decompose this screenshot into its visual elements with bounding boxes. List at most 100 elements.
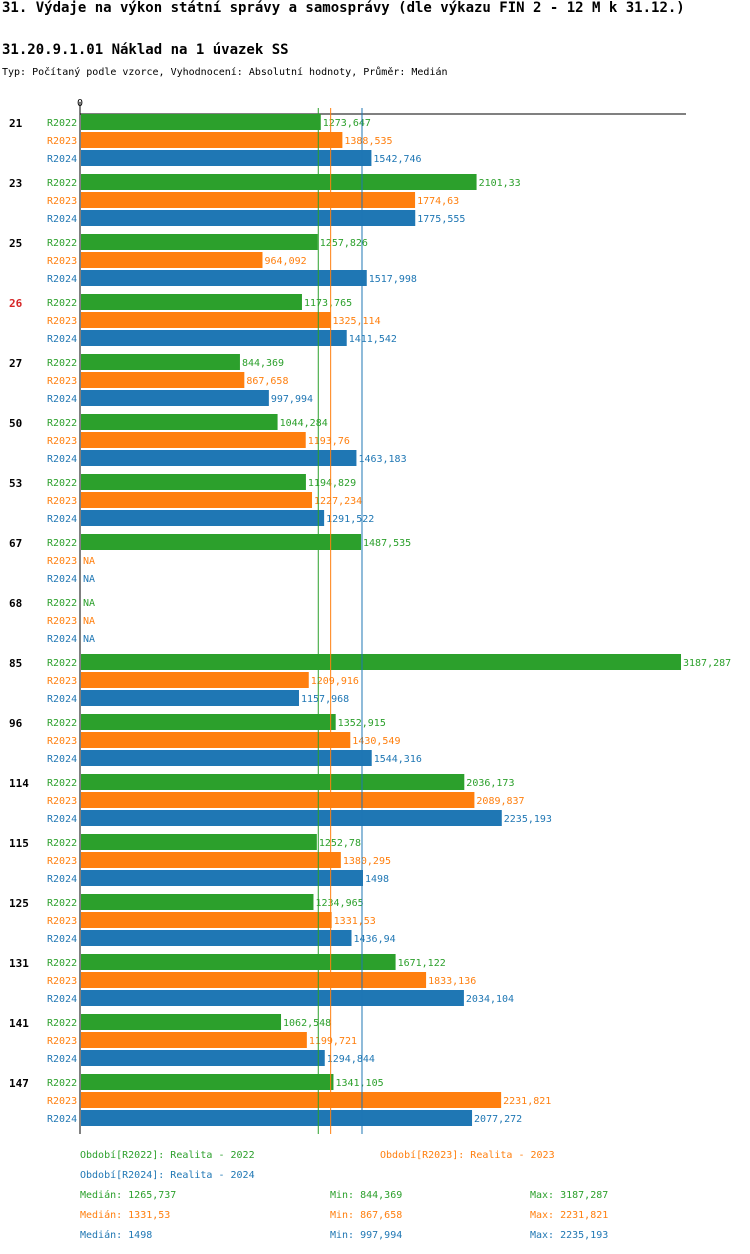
category-label-114: 114 [9, 777, 29, 790]
series-label-141-R2022: R2022 [47, 1018, 77, 1029]
value-label-131-R2022: 1671,122 [398, 958, 446, 969]
legend-median-r2022: Medián: 1265,737 [80, 1190, 177, 1201]
series-label-53-R2023: R2023 [47, 496, 77, 507]
value-label-125-R2024: 1436,94 [354, 934, 396, 945]
category-label-115: 115 [9, 837, 29, 850]
bar-23-R2024 [81, 210, 416, 226]
series-label-115-R2022: R2022 [47, 838, 77, 849]
bar-131-R2024 [81, 990, 464, 1006]
legend-period-r2023: Období[R2023]: Realita - 2023 [380, 1150, 555, 1161]
value-label-25-R2022: 1257,826 [320, 238, 368, 249]
value-label-96-R2024: 1544,316 [374, 754, 422, 765]
category-label-23: 23 [9, 177, 22, 190]
category-label-50: 50 [9, 417, 22, 430]
value-label-21-R2022: 1273,647 [323, 118, 371, 129]
series-label-141-R2023: R2023 [47, 1036, 77, 1047]
value-label-50-R2024: 1463,183 [358, 454, 406, 465]
legend-min-r2023: Min: 867,658 [330, 1210, 403, 1221]
legend-period-r2022: Období[R2022]: Realita - 2022 [80, 1150, 255, 1161]
value-label-67-R2024: NA [83, 574, 95, 585]
series-label-50-R2023: R2023 [47, 436, 77, 447]
bar-147-R2024 [81, 1110, 473, 1126]
value-label-23-R2022: 2101,33 [479, 178, 521, 189]
value-label-67-R2023: NA [83, 556, 95, 567]
category-label-125: 125 [9, 897, 29, 910]
bar-67-R2022 [81, 534, 362, 550]
value-label-85-R2022: 3187,287 [683, 658, 731, 669]
value-label-53-R2024: 1291,522 [326, 514, 374, 525]
value-label-67-R2022: 1487,535 [363, 538, 411, 549]
legend-median-r2024: Medián: 1498 [80, 1230, 153, 1241]
series-label-125-R2022: R2022 [47, 898, 77, 909]
value-label-131-R2024: 2034,104 [466, 994, 514, 1005]
series-label-53-R2022: R2022 [47, 478, 77, 489]
series-label-50-R2024: R2024 [47, 454, 77, 465]
series-label-147-R2024: R2024 [47, 1114, 77, 1125]
series-label-21-R2022: R2022 [47, 118, 77, 129]
bar-147-R2023 [81, 1092, 502, 1108]
bar-50-R2024 [81, 450, 357, 466]
value-label-147-R2022: 1341,105 [335, 1078, 383, 1089]
bar-25-R2023 [81, 252, 263, 268]
bar-96-R2023 [81, 732, 351, 748]
series-label-23-R2023: R2023 [47, 196, 77, 207]
series-label-23-R2024: R2024 [47, 214, 77, 225]
bar-125-R2022 [81, 894, 314, 910]
series-label-114-R2023: R2023 [47, 796, 77, 807]
value-label-27-R2023: 867,658 [246, 376, 288, 387]
category-label-27: 27 [9, 357, 22, 370]
series-label-147-R2022: R2022 [47, 1078, 77, 1089]
category-label-147: 147 [9, 1077, 29, 1090]
bar-85-R2022 [81, 654, 681, 670]
value-label-25-R2024: 1517,998 [369, 274, 417, 285]
category-label-141: 141 [9, 1017, 29, 1030]
bar-21-R2024 [81, 150, 372, 166]
value-label-68-R2023: NA [83, 616, 95, 627]
category-label-131: 131 [9, 957, 29, 970]
value-label-141-R2024: 1294,844 [327, 1054, 375, 1065]
value-label-125-R2022: 1234,965 [315, 898, 363, 909]
bar-50-R2023 [81, 432, 306, 448]
bar-27-R2022 [81, 354, 240, 370]
series-label-115-R2024: R2024 [47, 874, 77, 885]
series-label-125-R2023: R2023 [47, 916, 77, 927]
bar-141-R2024 [81, 1050, 325, 1066]
category-label-53: 53 [9, 477, 22, 490]
bar-23-R2022 [81, 174, 477, 190]
value-label-53-R2023: 1227,234 [314, 496, 362, 507]
series-label-85-R2024: R2024 [47, 694, 77, 705]
series-label-131-R2022: R2022 [47, 958, 77, 969]
series-label-96-R2023: R2023 [47, 736, 77, 747]
value-label-23-R2024: 1775,555 [417, 214, 465, 225]
value-label-26-R2024: 1411,542 [349, 334, 397, 345]
series-label-25-R2022: R2022 [47, 238, 77, 249]
value-label-27-R2022: 844,369 [242, 358, 284, 369]
bar-85-R2024 [81, 690, 299, 706]
series-label-23-R2022: R2022 [47, 178, 77, 189]
legend-max-r2022: Max: 3187,287 [530, 1190, 609, 1201]
value-label-115-R2023: 1380,295 [343, 856, 391, 867]
value-label-27-R2024: 997,994 [271, 394, 313, 405]
bar-131-R2022 [81, 954, 396, 970]
bar-26-R2023 [81, 312, 331, 328]
series-label-68-R2024: R2024 [47, 634, 77, 645]
value-label-114-R2023: 2089,837 [476, 796, 524, 807]
value-label-21-R2023: 1388,535 [344, 136, 392, 147]
value-label-141-R2023: 1199,721 [309, 1036, 357, 1047]
value-label-85-R2024: 1157,968 [301, 694, 349, 705]
value-label-26-R2022: 1173,765 [304, 298, 352, 309]
category-label-96: 96 [9, 717, 23, 730]
series-label-21-R2024: R2024 [47, 154, 77, 165]
bar-125-R2023 [81, 912, 332, 928]
bar-114-R2024 [81, 810, 502, 826]
series-label-27-R2022: R2022 [47, 358, 77, 369]
value-label-147-R2024: 2077,272 [474, 1114, 522, 1125]
bar-53-R2022 [81, 474, 306, 490]
bar-50-R2022 [81, 414, 278, 430]
bar-115-R2022 [81, 834, 317, 850]
bar-53-R2024 [81, 510, 325, 526]
value-label-53-R2022: 1194,829 [308, 478, 356, 489]
bar-115-R2023 [81, 852, 341, 868]
series-label-114-R2024: R2024 [47, 814, 77, 825]
series-label-67-R2022: R2022 [47, 538, 77, 549]
